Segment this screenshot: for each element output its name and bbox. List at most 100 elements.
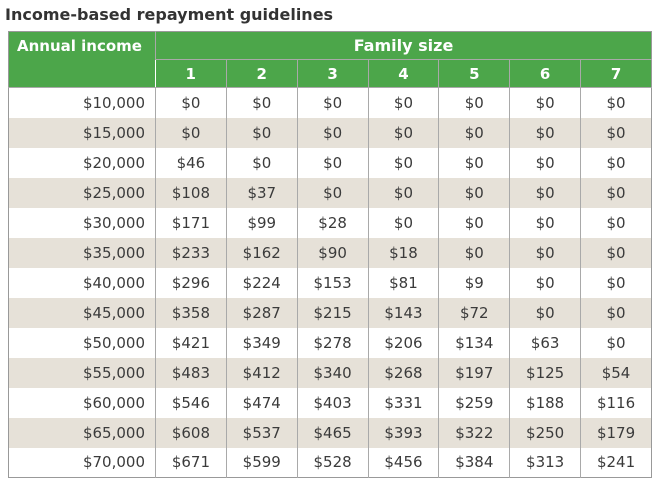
payment-cell: $250 [509,417,581,448]
family-size-col-header: 3 [296,59,369,88]
payment-cell: $233 [155,237,227,268]
payment-cell: $278 [296,327,369,358]
table-row: $35,000 $233 $162 $90 $18 $0 $0 $0 [8,237,652,268]
table-row: $45,000 $358 $287 $215 $143 $72 $0 $0 [8,297,652,328]
annual-income-column-header: Annual income [8,31,156,88]
payment-cell: $99 [225,207,298,238]
payment-cell: $456 [367,447,439,478]
payment-cell: $0 [296,117,369,148]
payment-cell: $224 [225,267,298,298]
payment-cell: $72 [438,297,510,328]
table-header-row-main: Annual income Family size [8,31,652,88]
payment-cell: $331 [367,387,439,418]
table-row: $50,000 $421 $349 $278 $206 $134 $63 $0 [8,327,652,358]
payment-cell: $134 [438,327,510,358]
payment-cell: $465 [296,417,369,448]
payment-cell: $287 [225,297,298,328]
payment-cell: $153 [296,267,369,298]
payment-cell: $0 [438,207,510,238]
payment-cell: $0 [225,117,298,148]
payment-cell: $215 [296,297,369,328]
payment-cell: $188 [509,387,581,418]
payment-cell: $37 [225,177,298,208]
payment-cell: $0 [367,117,439,148]
payment-cell: $0 [580,147,652,178]
income-cell: $30,000 [82,213,145,232]
payment-cell: $81 [367,267,439,298]
payment-cell: $63 [509,327,581,358]
payment-cell: $0 [225,87,298,118]
payment-cell: $162 [225,237,298,268]
table-row: $70,000 $671 $599 $528 $456 $384 $313 $241 [8,447,652,478]
payment-cell: $0 [225,147,298,178]
payment-cell: $206 [367,327,439,358]
payment-cell: $197 [438,357,510,388]
family-size-col-header: 7 [580,59,652,88]
payment-cell: $671 [155,447,227,478]
payment-cell: $0 [580,327,652,358]
payment-cell: $0 [367,87,439,118]
payment-cell: $412 [225,357,298,388]
payment-cell: $403 [296,387,369,418]
payment-cell: $483 [155,357,227,388]
payment-cell: $474 [225,387,298,418]
payment-cell: $116 [580,387,652,418]
payment-cell: $0 [509,117,581,148]
income-cell: $25,000 [82,183,145,202]
table-body: $10,000 $0 $0 $0 $0 $0 $0 $0 $15,000 $0 $0 $0 $0 $0 $0… [8,87,652,478]
income-cell: $50,000 [82,333,145,352]
family-size-col-header: 1 [155,59,227,88]
payment-cell: $18 [367,237,439,268]
payment-cell: $358 [155,297,227,328]
payment-cell: $0 [296,177,369,208]
payment-cell: $0 [509,237,581,268]
payment-cell: $608 [155,417,227,448]
payment-cell: $268 [367,357,439,388]
income-cell: $45,000 [82,303,145,322]
payment-cell: $421 [155,327,227,358]
family-size-col-header: 5 [438,59,510,88]
table-row: $10,000 $0 $0 $0 $0 $0 $0 $0 [8,87,652,118]
payment-cell: $125 [509,357,581,388]
payment-cell: $241 [580,447,652,478]
payment-cell: $0 [580,267,652,298]
income-cell: $60,000 [82,393,145,412]
payment-cell: $46 [155,147,227,178]
family-size-col-header: 4 [367,59,439,88]
payment-cell: $0 [580,207,652,238]
payment-cell: $0 [155,87,227,118]
payment-cell: $0 [367,147,439,178]
payment-cell: $0 [438,177,510,208]
payment-cell: $599 [225,447,298,478]
family-size-col-header: 2 [225,59,298,88]
family-size-group-header: Family size [155,31,652,60]
payment-cell: $171 [155,207,227,238]
payment-cell: $0 [580,117,652,148]
payment-cell: $0 [509,147,581,178]
payment-cell: $259 [438,387,510,418]
income-cell: $40,000 [82,273,145,292]
income-cell: $65,000 [82,423,145,442]
payment-cell: $0 [509,267,581,298]
payment-cell: $0 [438,237,510,268]
family-size-col-header: 6 [509,59,581,88]
payment-cell: $0 [509,177,581,208]
table-row: $15,000 $0 $0 $0 $0 $0 $0 $0 [8,117,652,148]
payment-cell: $0 [438,117,510,148]
payment-cell: $90 [296,237,369,268]
table-row: $30,000 $171 $99 $28 $0 $0 $0 $0 [8,207,652,238]
payment-cell: $9 [438,267,510,298]
payment-cell: $528 [296,447,369,478]
payment-cell: $0 [509,297,581,328]
income-cell: $20,000 [82,153,145,172]
payment-cell: $0 [509,87,581,118]
payment-cell: $28 [296,207,369,238]
payment-cell: $0 [155,117,227,148]
page-title: Income-based repayment guidelines [5,5,334,24]
payment-cell: $340 [296,357,369,388]
income-cell: $15,000 [82,123,145,142]
payment-cell: $349 [225,327,298,358]
